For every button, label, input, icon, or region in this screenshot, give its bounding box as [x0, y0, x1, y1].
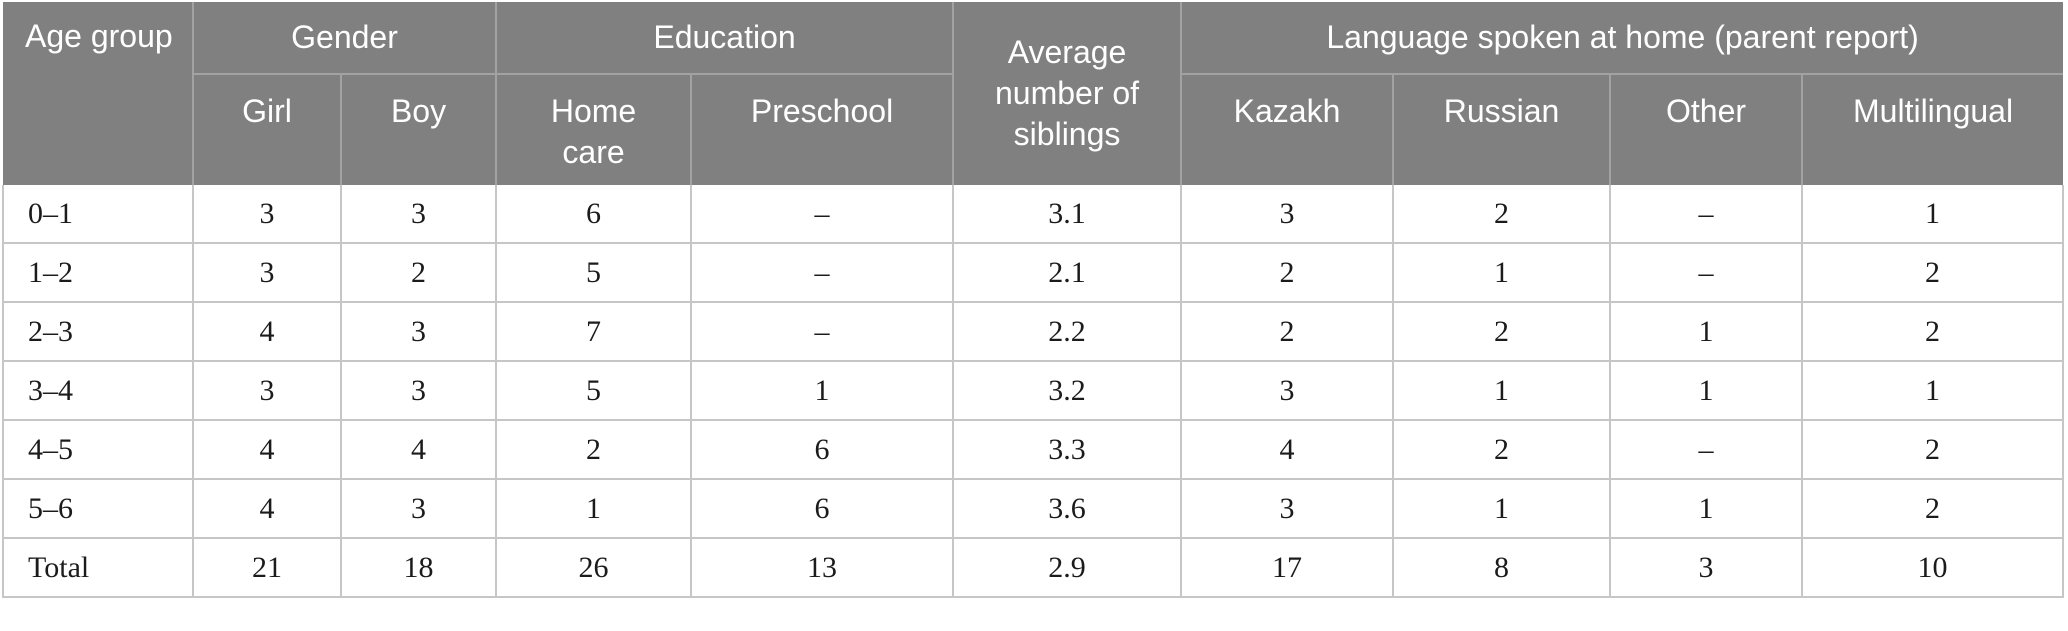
- col-header-home-care: Home care: [495, 74, 693, 185]
- cell-age: 0–1: [2, 185, 194, 244]
- cell-kazakh: 3: [1180, 478, 1395, 539]
- cell-preschool: –: [690, 301, 955, 362]
- cell-boy: 3: [339, 360, 498, 421]
- col-header-russian: Russian: [1392, 74, 1612, 185]
- table-header: Age group Gender Education Average numbe…: [3, 2, 2064, 185]
- table-row: 0–1 3 3 6 – 3.1 3 2 – 1: [2, 185, 2065, 244]
- cell-home-care: 6: [495, 185, 693, 244]
- header-row-groups: Age group Gender Education Average numbe…: [3, 2, 2064, 185]
- cell-girl: 3: [192, 242, 342, 303]
- cell-home-care: 26: [495, 537, 693, 598]
- table-container: Age group Gender Education Average numbe…: [2, 2, 2065, 598]
- col-header-girl: Girl: [192, 74, 342, 185]
- cell-siblings: 3.1: [952, 185, 1183, 244]
- cell-multilingual: 2: [1801, 242, 2065, 303]
- cell-other: 1: [1609, 301, 1804, 362]
- cell-preschool: 13: [690, 537, 955, 598]
- cell-boy: 3: [339, 301, 498, 362]
- cell-kazakh: 4: [1180, 419, 1395, 480]
- col-header-multilingual: Multilingual: [1801, 74, 2064, 185]
- avg-siblings-label: Average number of siblings: [994, 34, 1140, 152]
- cell-boy: 3: [339, 185, 498, 244]
- cell-girl: 3: [192, 360, 342, 421]
- cell-russian: 2: [1392, 419, 1612, 480]
- cell-age: 1–2: [2, 242, 194, 303]
- cell-siblings: 3.3: [952, 419, 1183, 480]
- demographics-table: Age group Gender Education Average numbe…: [2, 2, 2065, 598]
- col-header-preschool: Preschool: [690, 74, 955, 185]
- cell-other: –: [1609, 419, 1804, 480]
- cell-other: 1: [1609, 360, 1804, 421]
- cell-girl: 21: [192, 537, 342, 598]
- cell-multilingual: 2: [1801, 478, 2065, 539]
- cell-girl: 4: [192, 478, 342, 539]
- cell-preschool: 6: [690, 419, 955, 480]
- table-row: 2–3 4 3 7 – 2.2 2 2 1 2: [2, 301, 2065, 362]
- col-header-kazakh: Kazakh: [1180, 74, 1395, 185]
- col-header-other: Other: [1609, 74, 1804, 185]
- cell-girl: 4: [192, 301, 342, 362]
- cell-multilingual: 10: [1801, 537, 2065, 598]
- table-body: 0–1 3 3 6 – 3.1 3 2 – 1 1–2 3 2 5 – 2.1 …: [2, 185, 2065, 598]
- cell-girl: 3: [192, 185, 342, 244]
- cell-siblings: 2.2: [952, 301, 1183, 362]
- cell-russian: 1: [1392, 478, 1612, 539]
- cell-russian: 1: [1392, 242, 1612, 303]
- cell-age: 3–4: [2, 360, 194, 421]
- cell-multilingual: 2: [1801, 419, 2065, 480]
- col-header-language: Language spoken at home (parent report): [1180, 2, 2064, 75]
- cell-kazakh: 2: [1180, 301, 1395, 362]
- cell-other: –: [1609, 185, 1804, 244]
- table-row: 5–6 4 3 1 6 3.6 3 1 1 2: [2, 478, 2065, 539]
- cell-preschool: –: [690, 185, 955, 244]
- cell-other: 3: [1609, 537, 1804, 598]
- cell-multilingual: 1: [1801, 360, 2065, 421]
- cell-home-care: 5: [495, 360, 693, 421]
- cell-boy: 3: [339, 478, 498, 539]
- cell-siblings: 3.2: [952, 360, 1183, 421]
- table-row-total: Total 21 18 26 13 2.9 17 8 3 10: [2, 537, 2065, 598]
- table-row: 1–2 3 2 5 – 2.1 2 1 – 2: [2, 242, 2065, 303]
- home-care-label: Home care: [550, 93, 637, 170]
- table-row: 4–5 4 4 2 6 3.3 4 2 – 2: [2, 419, 2065, 480]
- cell-kazakh: 17: [1180, 537, 1395, 598]
- cell-multilingual: 1: [1801, 185, 2065, 244]
- cell-kazakh: 3: [1180, 360, 1395, 421]
- cell-other: –: [1609, 242, 1804, 303]
- col-header-avg-siblings: Average number of siblings: [952, 2, 1183, 185]
- col-header-age-group: Age group: [3, 2, 194, 185]
- cell-siblings: 3.6: [952, 478, 1183, 539]
- col-header-gender: Gender: [191, 2, 498, 75]
- cell-russian: 2: [1392, 185, 1612, 244]
- cell-multilingual: 2: [1801, 301, 2065, 362]
- cell-russian: 2: [1392, 301, 1612, 362]
- cell-boy: 2: [339, 242, 498, 303]
- cell-age: 5–6: [2, 478, 194, 539]
- cell-preschool: –: [690, 242, 955, 303]
- header-row-sub: Girl Boy Home care Preschool Kazakh Russ…: [3, 74, 2064, 185]
- cell-siblings: 2.9: [952, 537, 1183, 598]
- table-row: 3–4 3 3 5 1 3.2 3 1 1 1: [2, 360, 2065, 421]
- cell-other: 1: [1609, 478, 1804, 539]
- cell-age: 2–3: [2, 301, 194, 362]
- cell-kazakh: 3: [1180, 185, 1395, 244]
- cell-siblings: 2.1: [952, 242, 1183, 303]
- cell-boy: 18: [339, 537, 498, 598]
- cell-preschool: 6: [690, 478, 955, 539]
- cell-home-care: 1: [495, 478, 693, 539]
- cell-boy: 4: [339, 419, 498, 480]
- cell-preschool: 1: [690, 360, 955, 421]
- cell-russian: 1: [1392, 360, 1612, 421]
- cell-home-care: 5: [495, 242, 693, 303]
- cell-russian: 8: [1392, 537, 1612, 598]
- cell-kazakh: 2: [1180, 242, 1395, 303]
- cell-home-care: 2: [495, 419, 693, 480]
- cell-age: Total: [2, 537, 194, 598]
- cell-age: 4–5: [2, 419, 194, 480]
- col-header-boy: Boy: [339, 74, 498, 185]
- col-header-education: Education: [495, 2, 955, 75]
- cell-girl: 4: [192, 419, 342, 480]
- cell-home-care: 7: [495, 301, 693, 362]
